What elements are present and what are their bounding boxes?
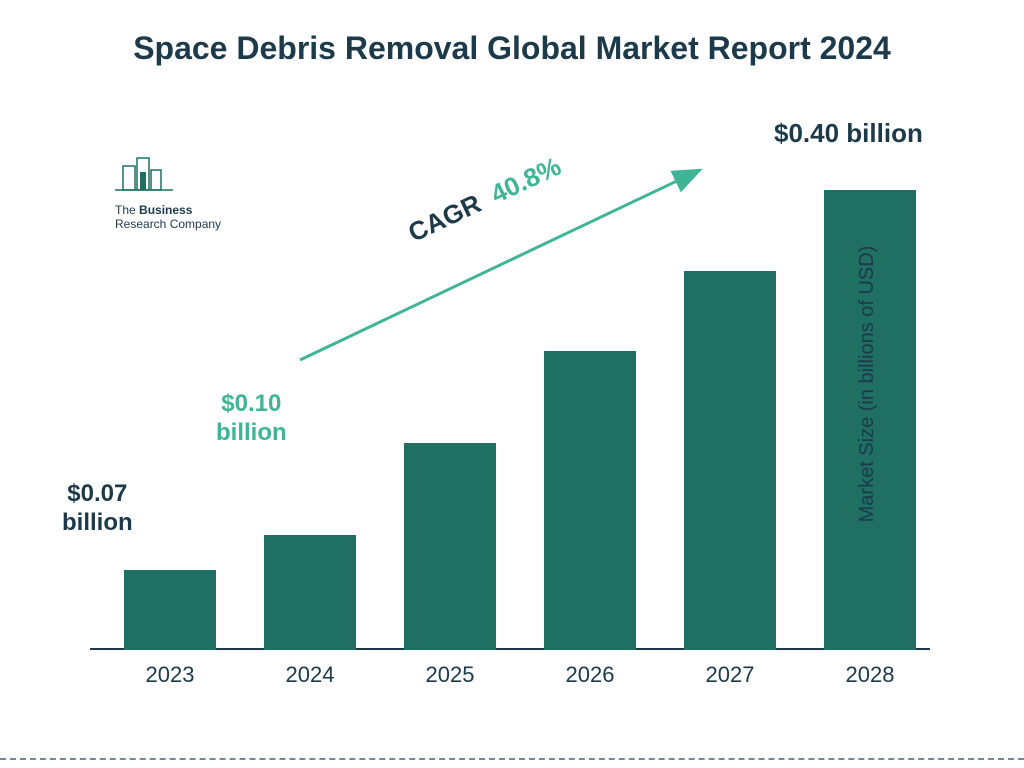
chart-title: Space Debris Removal Global Market Repor… — [0, 28, 1024, 68]
x-tick-label: 2026 — [520, 662, 660, 688]
bar-2025 — [404, 443, 496, 650]
data-callout-2: $0.40 billion — [774, 118, 923, 149]
bar-2024 — [264, 535, 356, 650]
x-tick-label: 2025 — [380, 662, 520, 688]
data-callout-1: $0.10billion — [216, 390, 287, 448]
x-tick-label: 2028 — [800, 662, 940, 688]
x-tick-label: 2027 — [660, 662, 800, 688]
bar-2026 — [544, 351, 636, 650]
x-axis-line — [90, 648, 930, 650]
data-callout-0: $0.07billion — [62, 480, 133, 538]
footer-divider — [0, 758, 1024, 760]
x-tick-label: 2024 — [240, 662, 380, 688]
bar-2023 — [124, 570, 216, 651]
x-tick-label: 2023 — [100, 662, 240, 688]
y-axis-label: Market Size (in billions of USD) — [856, 246, 879, 523]
bar-2027 — [684, 271, 776, 651]
